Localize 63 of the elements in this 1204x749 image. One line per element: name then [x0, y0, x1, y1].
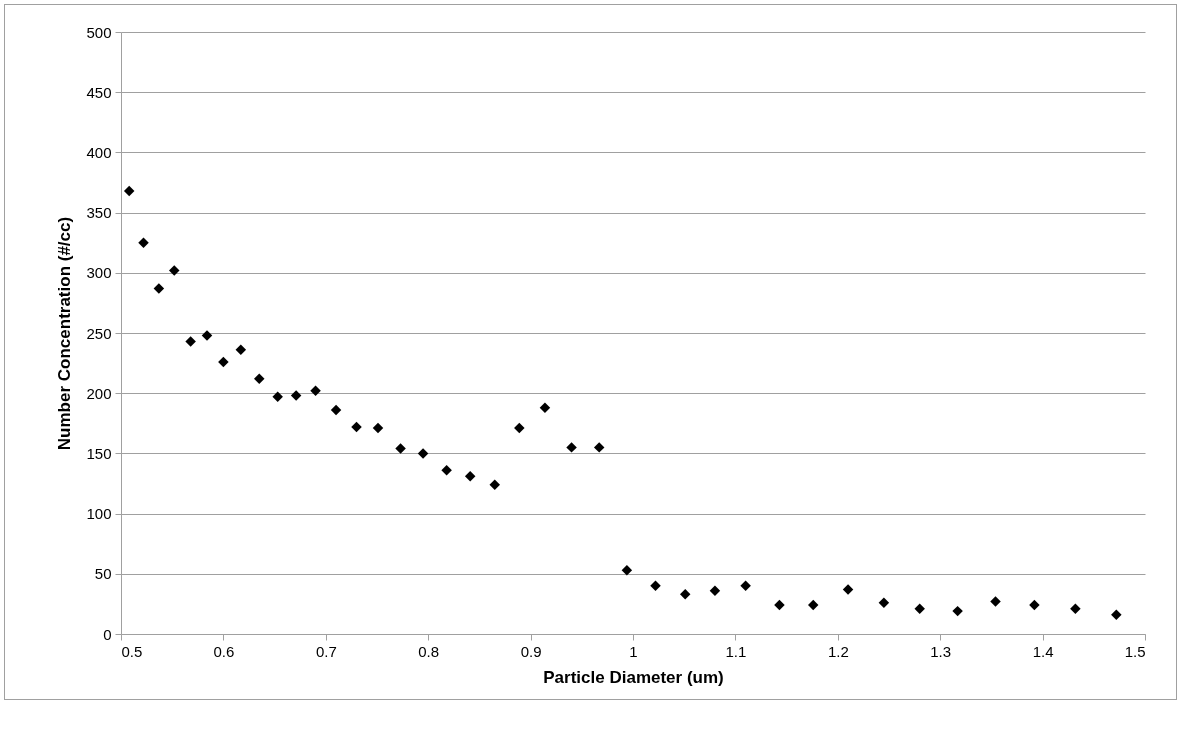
- point: [621, 564, 633, 576]
- x-tick-label: 1.5: [1124, 642, 1146, 660]
- point: [185, 336, 196, 347]
- point: [842, 584, 854, 595]
- point: [878, 597, 890, 608]
- point: [914, 603, 925, 614]
- y-tick-label: 200: [86, 384, 112, 402]
- y-tick-label: 500: [86, 23, 112, 41]
- y-tick-label: 250: [86, 324, 112, 342]
- point: [464, 471, 476, 482]
- point: [417, 448, 429, 459]
- point: [952, 605, 963, 617]
- x-axis-title: Particle Diameter (um): [543, 667, 724, 687]
- point: [235, 344, 247, 356]
- x-tick-label: 1.3: [930, 642, 952, 660]
- point: [218, 356, 229, 368]
- x-tick-label: 1.1: [725, 642, 747, 660]
- point: [310, 385, 321, 397]
- point: [709, 585, 721, 596]
- x-tick-label: 1: [629, 642, 638, 660]
- y-tick-label: 100: [86, 505, 112, 523]
- point: [774, 599, 785, 611]
- point: [1111, 609, 1122, 620]
- point: [740, 580, 751, 592]
- point: [372, 422, 384, 434]
- point: [330, 404, 342, 416]
- y-tick-label: 0: [103, 625, 112, 643]
- x-tick-label: 0.5: [121, 642, 143, 660]
- point: [1070, 603, 1081, 614]
- point: [539, 402, 551, 413]
- point: [351, 421, 362, 433]
- x-tick-label: 0.8: [418, 642, 440, 660]
- point: [138, 237, 149, 248]
- x-tick-label: 0.6: [213, 642, 235, 660]
- y-tick-label: 150: [86, 444, 112, 462]
- point: [201, 330, 213, 341]
- x-tick-label: 1.4: [1032, 642, 1054, 660]
- x-tick-label: 1.2: [827, 642, 849, 660]
- point: [290, 390, 302, 401]
- point: [593, 442, 605, 453]
- point: [679, 589, 691, 600]
- y-axis-title: Number Concentration (#/cc): [55, 216, 75, 451]
- point: [650, 580, 661, 592]
- point: [123, 185, 135, 197]
- point: [395, 443, 406, 454]
- point: [1029, 599, 1040, 611]
- point: [254, 373, 265, 384]
- point: [514, 422, 525, 434]
- x-tick-label: 0.7: [315, 642, 337, 660]
- point: [441, 465, 452, 476]
- point: [169, 265, 180, 276]
- point: [489, 479, 500, 490]
- point: [990, 596, 1001, 607]
- point: [272, 391, 283, 403]
- y-tick-label: 450: [86, 83, 112, 101]
- x-tick-label: 0.9: [520, 642, 542, 660]
- point: [153, 283, 165, 294]
- point: [566, 442, 577, 453]
- y-tick-label: 350: [86, 204, 112, 222]
- point: [807, 599, 819, 611]
- y-tick-label: 50: [94, 565, 112, 583]
- y-tick-label: 400: [86, 143, 112, 161]
- y-tick-label: 300: [86, 264, 112, 282]
